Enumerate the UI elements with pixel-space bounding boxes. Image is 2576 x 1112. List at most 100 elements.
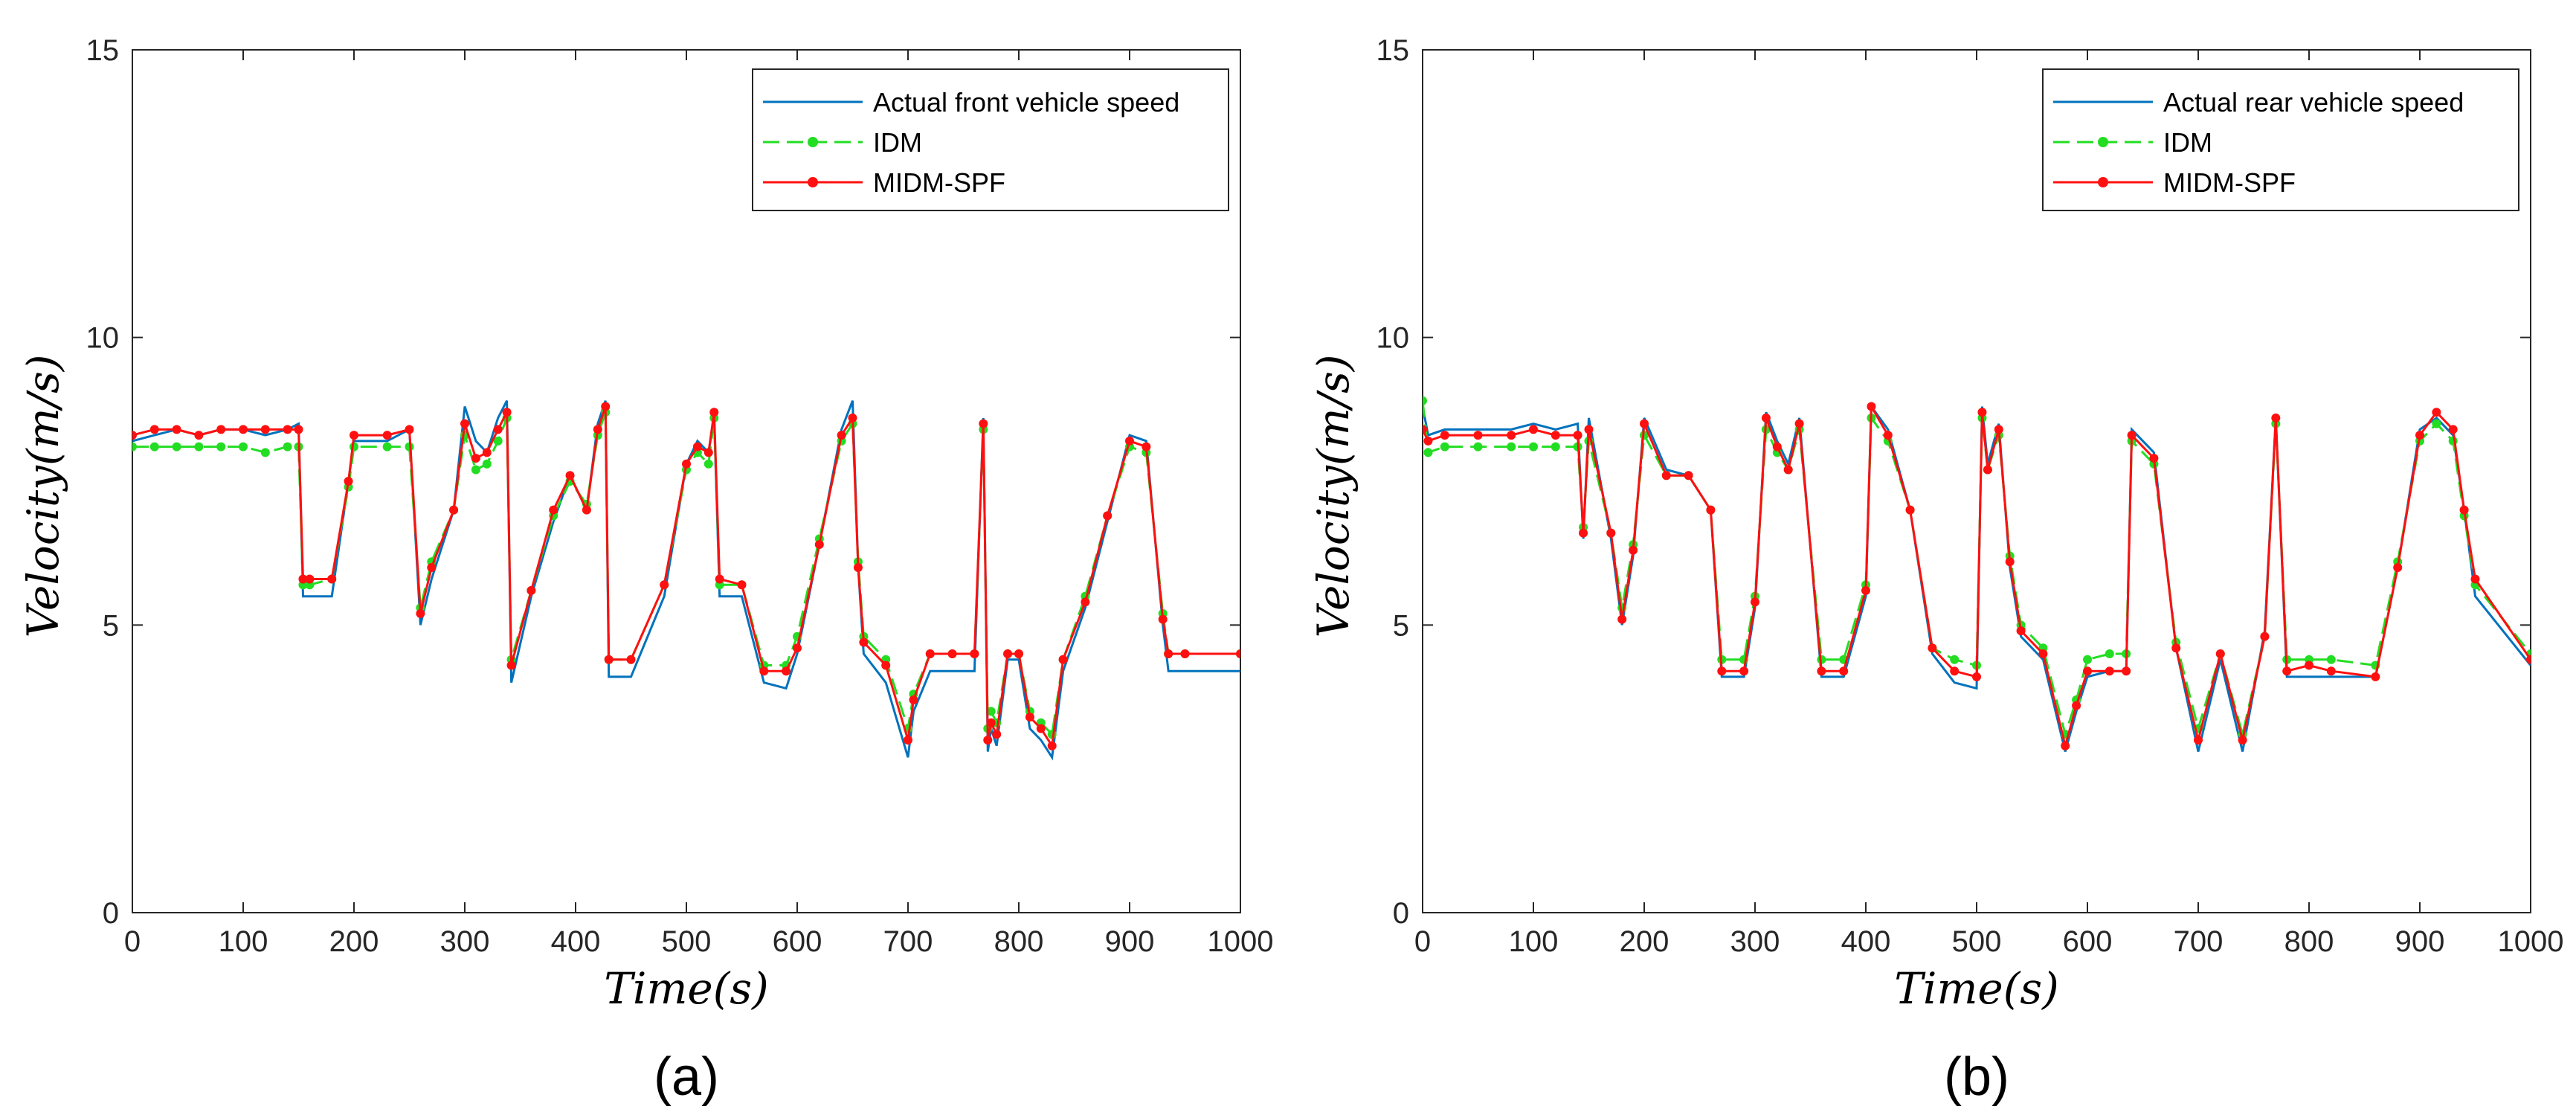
data-point-midm [626, 655, 636, 664]
data-point-midm [1928, 643, 1937, 653]
data-point-midm [1861, 585, 1870, 595]
data-point-midm [2171, 643, 2181, 653]
data-point-midm [2470, 574, 2480, 584]
data-point-midm [1684, 471, 1693, 481]
data-point-midm [382, 431, 392, 440]
data-point-midm [239, 425, 248, 434]
data-point-idm [471, 465, 480, 475]
data-point-midm [1164, 649, 1173, 658]
x-tick-label: 500 [1952, 925, 2002, 958]
data-point-midm [909, 695, 918, 704]
data-point-midm [2415, 431, 2424, 440]
x-tick-label: 1000 [2498, 925, 2564, 958]
legend-box [2042, 68, 2519, 211]
data-point-midm [715, 574, 724, 584]
data-point-idm [1529, 442, 1538, 451]
data-point-midm [1440, 431, 1449, 440]
x-tick-label: 100 [1509, 925, 1559, 958]
plot-area [1423, 396, 2531, 752]
data-point-midm [2194, 736, 2203, 745]
data-point-midm [2282, 666, 2292, 676]
data-point-midm [782, 666, 791, 676]
data-point-midm [305, 574, 315, 584]
x-tick-label: 900 [1105, 925, 1155, 958]
data-point-midm [1739, 666, 1749, 676]
data-point-midm [172, 425, 181, 434]
data-point-midm [527, 585, 536, 595]
data-point-midm [283, 425, 292, 434]
panel-label: (a) [654, 1047, 719, 1107]
data-point-midm [565, 471, 575, 481]
data-point-midm [1025, 713, 1034, 722]
x-tick-label: 700 [883, 925, 933, 958]
data-point-midm [601, 402, 611, 411]
x-tick-label: 700 [2174, 925, 2224, 958]
data-point-midm [2459, 505, 2469, 515]
legend-label-actual: Actual rear vehicle speed [2163, 87, 2464, 118]
data-point-idm [986, 707, 996, 716]
data-point-midm [2038, 649, 2048, 658]
legend-marker-midm [2098, 177, 2108, 187]
y-tick-label: 5 [103, 609, 119, 642]
data-point-midm [471, 454, 480, 463]
data-point-midm [1629, 545, 1638, 555]
data-point-idm [149, 442, 159, 451]
data-point-midm [1794, 419, 1804, 428]
data-point-midm [1158, 614, 1168, 624]
data-point-midm [660, 580, 669, 590]
data-point-midm [460, 419, 469, 428]
data-point-idm [1440, 442, 1449, 451]
data-point-midm [1950, 666, 1960, 676]
data-point-midm [2016, 626, 2026, 636]
data-point-midm [1236, 649, 1240, 658]
x-tick-label: 0 [124, 925, 141, 958]
data-point-midm [1867, 402, 1876, 411]
data-point-midm [502, 408, 512, 417]
data-point-midm [2260, 631, 2270, 641]
plot-area [132, 400, 1240, 761]
data-point-midm [1783, 465, 1793, 475]
data-point-idm [2105, 649, 2114, 658]
data-point-midm [1529, 425, 1538, 434]
data-point-midm [1994, 425, 2003, 434]
data-point-midm [1817, 666, 1826, 676]
data-point-midm [416, 608, 425, 618]
data-point-idm [482, 459, 492, 469]
data-point-midm [881, 661, 891, 670]
data-point-midm [2215, 649, 2225, 658]
chart-panel-a: 0 100 200 300 400 500 600 700 800 900 1000 0 5 10 15 Ti… [18, 34, 1273, 1107]
data-point-midm [1751, 597, 1759, 607]
data-point-midm [1606, 528, 1616, 538]
data-point-idm [239, 442, 248, 451]
data-point-midm [2238, 736, 2247, 745]
data-point-midm [692, 442, 702, 451]
x-tick-label: 200 [329, 925, 379, 958]
data-point-midm [2526, 655, 2531, 664]
data-point-midm [2005, 557, 2015, 567]
data-point-midm [1883, 431, 1893, 440]
data-point-midm [970, 649, 979, 658]
data-point-idm [172, 442, 181, 451]
data-point-midm [194, 431, 204, 440]
data-point-midm [814, 540, 824, 550]
data-point-idm [493, 436, 503, 446]
data-point-midm [848, 413, 857, 422]
data-point-midm [344, 477, 353, 486]
data-point-midm [986, 718, 996, 727]
data-point-midm [1423, 436, 1433, 446]
data-point-midm [1640, 419, 1649, 428]
data-point-midm [427, 563, 437, 572]
data-point-midm [983, 736, 993, 745]
chart-panel-b: 0 100 200 300 400 500 600 700 800 900 1000 0 5 10 15 Ti… [1308, 34, 2563, 1107]
data-point-midm [703, 448, 713, 457]
data-point-midm [979, 419, 988, 428]
data-point-midm [837, 431, 846, 440]
legend-label-actual: Actual front vehicle speed [873, 87, 1179, 118]
legend-label-midm: MIDM-SPF [873, 167, 1005, 198]
x-tick-label: 400 [1841, 925, 1891, 958]
data-point-midm [1047, 741, 1057, 751]
data-point-midm [298, 574, 308, 584]
series-midm [132, 402, 1240, 751]
data-point-midm [294, 425, 303, 434]
